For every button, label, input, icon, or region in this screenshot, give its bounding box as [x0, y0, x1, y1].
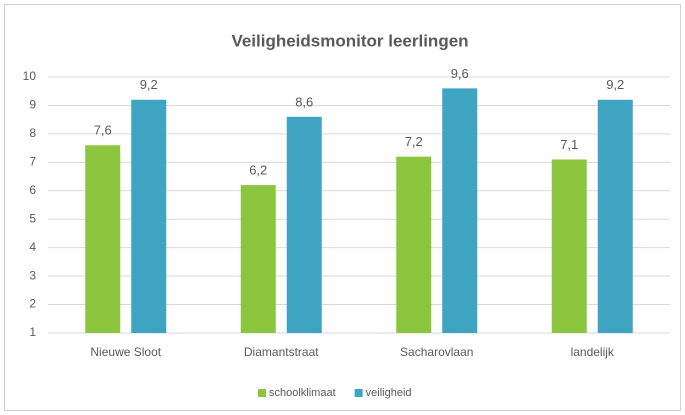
y-tick-label: 10: [23, 69, 37, 83]
bar: [597, 99, 633, 333]
bar: [551, 159, 587, 333]
bar: [85, 145, 121, 333]
y-tick-label: 4: [29, 240, 36, 254]
x-tick-label: Nieuwe Sloot: [90, 345, 161, 359]
data-label: 6,2: [249, 163, 267, 178]
y-tick-label: 5: [29, 211, 36, 225]
data-label: 7,6: [94, 123, 112, 138]
bar: [286, 116, 322, 333]
y-tick-label: 3: [29, 268, 36, 282]
chart-title: Veiligheidsmonitor leerlingen: [231, 31, 468, 50]
legend-label: veiligheid: [366, 387, 412, 399]
data-label: 7,1: [560, 137, 578, 152]
y-tick-label: 2: [29, 297, 36, 311]
legend-label: schoolklimaat: [269, 387, 336, 399]
bar: [442, 88, 478, 333]
data-label: 7,2: [405, 134, 423, 149]
y-tick-label: 1: [29, 325, 36, 339]
y-tick-label: 8: [29, 126, 36, 140]
bar: [240, 185, 276, 333]
data-label: 9,2: [140, 77, 158, 92]
x-tick-label: landelijk: [571, 345, 615, 359]
legend-swatch: [354, 389, 363, 397]
y-tick-label: 9: [29, 98, 36, 112]
data-label: 8,6: [295, 94, 313, 109]
data-label: 9,2: [606, 77, 624, 92]
bar: [131, 99, 167, 333]
x-tick-label: Sacharovlaan: [400, 345, 473, 359]
y-tick-label: 6: [29, 183, 36, 197]
bar: [396, 156, 432, 333]
data-label: 9,6: [451, 66, 469, 81]
x-tick-label: Diamantstraat: [244, 345, 319, 359]
y-tick-label: 7: [29, 155, 36, 169]
legend-swatch: [258, 389, 266, 397]
